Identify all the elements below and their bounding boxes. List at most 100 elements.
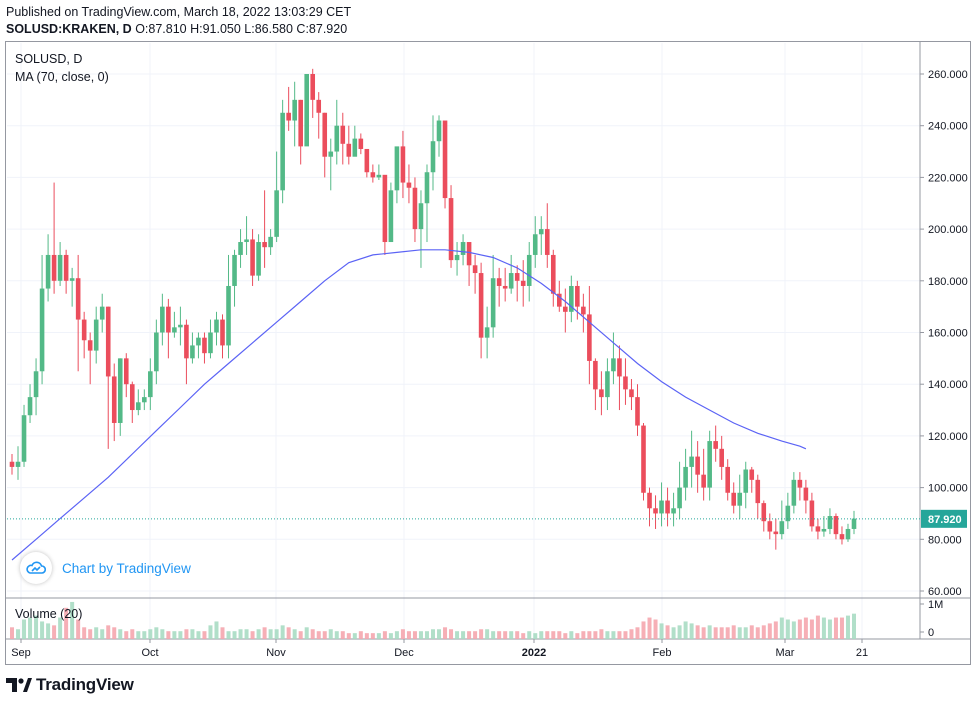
candle-body [707, 441, 712, 488]
volume-bar [46, 623, 51, 639]
volume-bar [707, 625, 712, 639]
candle-body [749, 469, 755, 480]
candle-body [689, 456, 694, 467]
candle [51, 182, 57, 294]
volume-bar [695, 625, 700, 639]
chart-canvas[interactable]: 260.000 240.000 220.000 200.000 180.000 160.0… [6, 42, 970, 664]
volume-bar [304, 627, 309, 639]
volume-bar [659, 623, 664, 639]
candle [15, 446, 21, 480]
candle [129, 381, 135, 423]
candle [286, 86, 291, 131]
volume-bar [28, 617, 33, 639]
candle-body [340, 125, 346, 144]
candle-body [701, 474, 706, 488]
volume-bar [791, 621, 796, 639]
volume-bar [803, 617, 808, 639]
candle-body [713, 441, 718, 449]
volume-bar [418, 631, 423, 639]
candle [569, 275, 574, 323]
candle [99, 293, 105, 333]
candle-body [593, 360, 598, 390]
volume-bar [118, 629, 123, 639]
chart-frame[interactable]: 260.000 240.000 220.000 200.000 180.000 160.0… [5, 41, 971, 665]
volume-bar [503, 631, 508, 639]
candle [695, 441, 700, 493]
candle-body [208, 332, 213, 354]
candle-body [731, 492, 737, 506]
volume-bar [370, 633, 375, 639]
candle-body [292, 99, 297, 121]
candle [442, 120, 448, 209]
candle-body [569, 285, 574, 312]
candle-body [617, 358, 622, 377]
volume-bar [743, 627, 748, 639]
candle [376, 164, 382, 180]
candle [184, 319, 189, 385]
candle [538, 216, 544, 255]
volume-tick-label: 0 [928, 627, 934, 639]
candle-body [611, 358, 616, 372]
candle-body [575, 285, 580, 307]
volume-bar [845, 615, 850, 639]
candle [605, 358, 610, 411]
candle-body [424, 172, 430, 204]
candle-body [148, 371, 153, 398]
candle-body [172, 327, 177, 333]
candle-body [196, 337, 201, 346]
candle-body [262, 242, 267, 248]
candle [226, 254, 231, 359]
volume-bar [190, 629, 195, 639]
candle [821, 516, 827, 537]
candle [550, 249, 556, 307]
price-tick-label: 200.000 [928, 224, 968, 236]
volume-bar [839, 617, 844, 639]
candle-body [677, 487, 682, 509]
volume-bar [785, 619, 790, 639]
candle-body [166, 306, 171, 333]
candle-body [9, 461, 15, 467]
volume-bar [605, 631, 610, 639]
legend-ma: MA (70, close, 0) [15, 70, 109, 84]
candle [334, 99, 340, 165]
volume-bar [196, 631, 201, 639]
volume-bar [749, 625, 754, 639]
volume-bar [449, 629, 454, 639]
candle-body [117, 358, 123, 423]
candle-body [544, 229, 550, 255]
volume-bar [130, 629, 135, 639]
volume-bar [88, 629, 93, 639]
candle [406, 164, 412, 204]
candle [105, 306, 111, 449]
volume-bar [611, 631, 616, 639]
candle [701, 448, 706, 501]
candle [178, 306, 183, 346]
candle [316, 92, 322, 139]
candle [394, 146, 400, 204]
volume-bar [58, 617, 63, 639]
time-tick-label: Sep [11, 647, 31, 659]
candle-body [695, 456, 700, 475]
candle-body [418, 203, 424, 230]
candle [502, 267, 508, 302]
candle-body [641, 425, 646, 493]
chart-by-tradingview-link[interactable]: Chart by TradingView [20, 552, 191, 584]
candle-body [394, 146, 400, 191]
candle [514, 265, 520, 302]
candle [677, 461, 682, 519]
candle-body [827, 516, 833, 529]
candle-body [370, 172, 376, 178]
volume-bar [70, 601, 75, 639]
candle-body [358, 138, 364, 149]
candle-body [328, 151, 334, 157]
candle [69, 267, 75, 307]
candle [232, 249, 237, 307]
volume-bar [106, 625, 111, 639]
candle [412, 177, 418, 243]
candle [731, 482, 737, 514]
candle-body [142, 397, 147, 403]
candle-body [57, 254, 63, 281]
volume-bar [424, 631, 429, 639]
candle [57, 242, 63, 286]
candle [454, 242, 460, 276]
